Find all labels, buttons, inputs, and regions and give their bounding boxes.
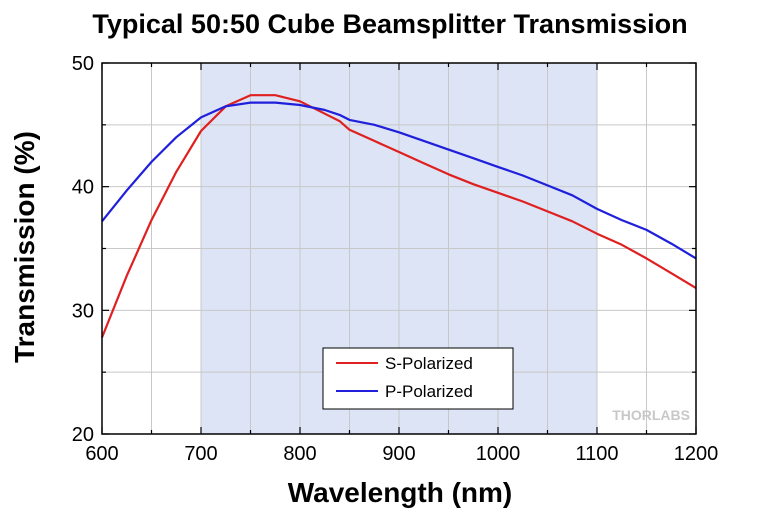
y-tick-label: 30 (72, 300, 94, 322)
x-tick-label: 1200 (674, 443, 719, 465)
chart-title: Typical 50:50 Cube Beamsplitter Transmis… (92, 9, 687, 39)
legend-box (322, 347, 514, 410)
legend-label-p-polarized: P-Polarized (385, 382, 473, 401)
y-tick-label: 40 (72, 177, 94, 199)
series-line-p-polarized (101, 101, 697, 260)
x-tick-label: 1000 (476, 443, 521, 465)
axis-ticks (101, 62, 697, 435)
x-tick-label: 900 (382, 443, 415, 465)
legend-label-s-polarized: S-Polarized (385, 354, 473, 373)
y-tick-label: 50 (72, 53, 94, 75)
x-axis-label: Wavelength (nm) (288, 477, 513, 508)
x-tick-label: 600 (85, 443, 118, 465)
series-layer (100, 94, 697, 338)
legend: S-Polarized P-Polarized (322, 347, 514, 410)
y-axis-label: Transmission (%) (9, 131, 40, 363)
tick-labels: 600 700 800 900 1000 1100 1200 20 30 40 50 (72, 53, 719, 465)
x-tick-label: 800 (283, 443, 316, 465)
series-line-s-polarized (100, 94, 697, 338)
y-tick-label: 20 (72, 424, 94, 446)
x-tick-label: 1100 (575, 443, 618, 465)
thorlabs-watermark: THORLABS (612, 407, 690, 423)
x-tick-label: 700 (184, 443, 217, 465)
